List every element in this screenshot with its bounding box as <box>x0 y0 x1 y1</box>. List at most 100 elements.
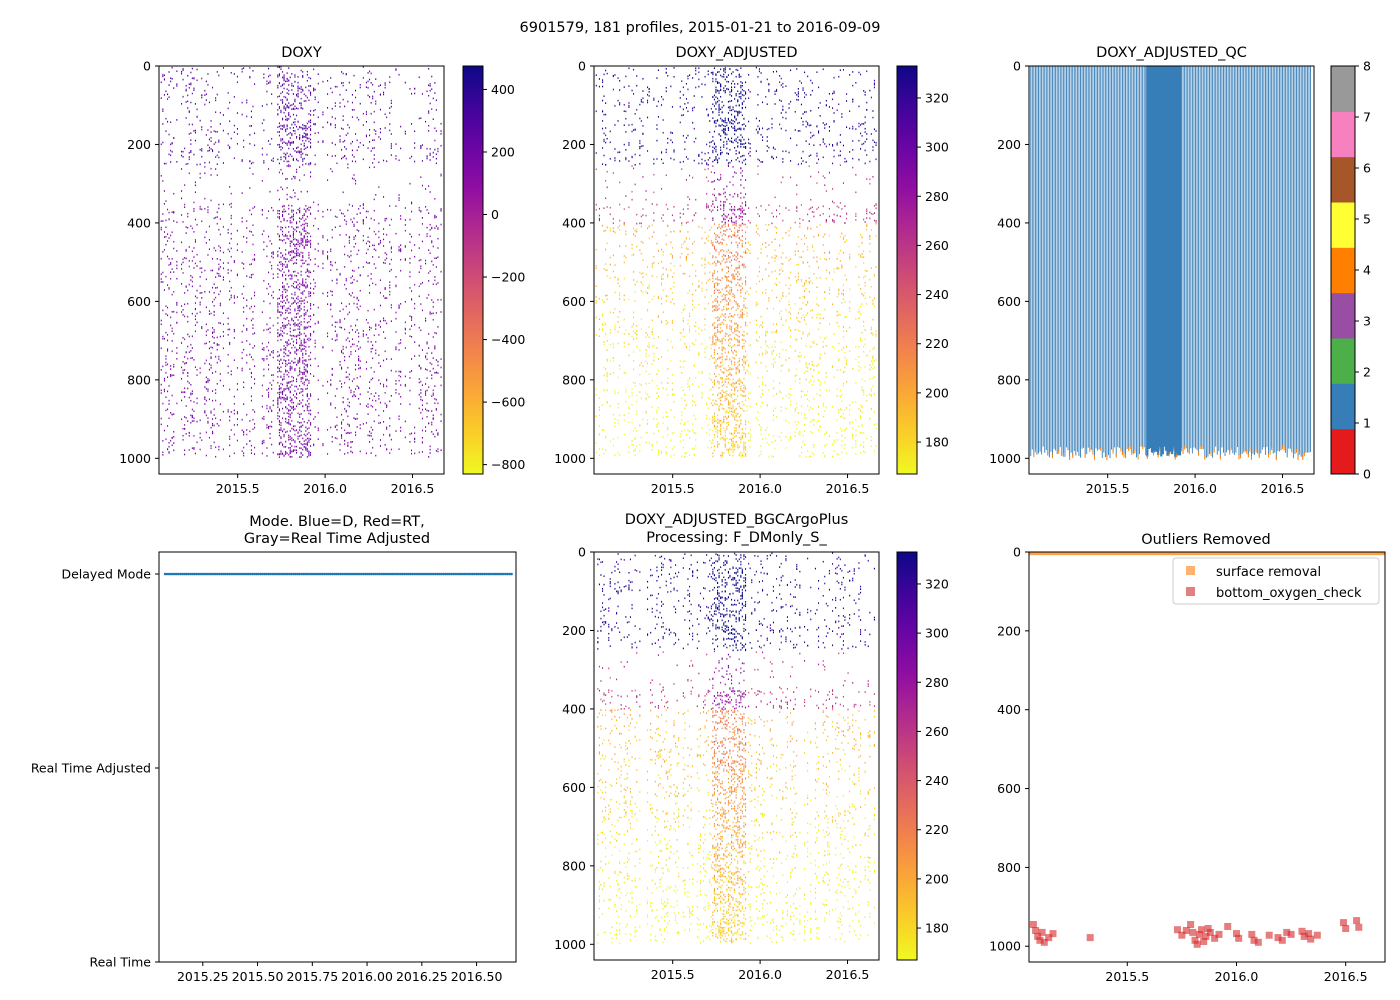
heatmap-cell <box>707 164 709 166</box>
heatmap-cell <box>365 134 367 137</box>
heatmap-cell <box>268 410 270 413</box>
heatmap-cell <box>617 419 619 422</box>
heatmap-cell <box>362 235 364 237</box>
heatmap-cell <box>205 323 207 326</box>
heatmap-cell <box>285 260 287 263</box>
heatmap-cell <box>277 453 279 456</box>
heatmap-cell <box>289 137 291 139</box>
heatmap-cell <box>418 206 420 209</box>
heatmap-cell <box>689 345 691 348</box>
heatmap-cell <box>355 242 357 245</box>
heatmap-cell <box>263 439 265 442</box>
heatmap-cell <box>689 238 691 240</box>
heatmap-cell <box>314 339 316 342</box>
heatmap-cell <box>687 88 689 91</box>
heatmap-cell <box>215 141 217 144</box>
heatmap-cell <box>344 328 346 331</box>
heatmap-cell <box>285 266 287 268</box>
heatmap-cell <box>162 454 164 456</box>
heatmap-cell <box>390 268 392 271</box>
heatmap-cell <box>681 80 683 82</box>
heatmap-cell <box>300 234 302 236</box>
heatmap-cell <box>426 341 428 344</box>
heatmap-cell <box>215 392 217 394</box>
heatmap-cell <box>631 394 633 397</box>
heatmap-cell <box>602 147 604 149</box>
heatmap-cell <box>188 449 190 451</box>
heatmap-cell <box>210 426 212 429</box>
heatmap-cell <box>327 208 329 211</box>
heatmap-cell <box>213 283 215 285</box>
heatmap-cell <box>286 88 288 90</box>
heatmap-cell <box>212 331 214 334</box>
heatmap-cell <box>213 143 215 145</box>
heatmap-cell <box>310 287 312 289</box>
heatmap-cell <box>291 297 293 299</box>
heatmap-cell <box>296 158 298 161</box>
heatmap-cell <box>414 255 416 258</box>
heatmap-cell <box>272 160 274 162</box>
heatmap-cell <box>196 115 198 118</box>
heatmap-cell <box>252 327 254 329</box>
heatmap-cell <box>246 299 248 301</box>
heatmap-cell <box>283 155 285 158</box>
heatmap-cell <box>365 333 367 336</box>
heatmap-cell <box>710 210 712 213</box>
heatmap-cell <box>297 87 299 90</box>
heatmap-cell <box>689 430 691 433</box>
heatmap-cell <box>355 364 357 366</box>
heatmap-cell <box>662 387 664 390</box>
heatmap-cell <box>185 417 187 419</box>
heatmap-cell <box>229 280 231 283</box>
heatmap-cell <box>163 249 165 251</box>
heatmap-cell <box>233 297 235 299</box>
heatmap-cell <box>418 407 420 410</box>
heatmap-cell <box>606 375 608 378</box>
heatmap-cell <box>208 398 210 401</box>
heatmap-cell <box>432 156 434 158</box>
heatmap-cell <box>308 251 310 254</box>
heatmap-cell <box>165 200 167 202</box>
heatmap-cell <box>375 133 377 135</box>
heatmap-cell <box>216 222 218 225</box>
heatmap-cell <box>160 281 162 283</box>
heatmap-cell <box>241 217 243 219</box>
heatmap-cell <box>160 323 162 326</box>
heatmap-cell <box>330 261 332 263</box>
heatmap-cell <box>698 351 700 354</box>
heatmap-cell <box>662 289 664 291</box>
heatmap-cell <box>291 274 293 276</box>
heatmap-cell <box>294 280 296 283</box>
heatmap-cell <box>628 142 630 144</box>
heatmap-cell <box>282 306 284 309</box>
heatmap-cell <box>191 347 193 349</box>
heatmap-cell <box>299 357 301 359</box>
heatmap-cell <box>176 83 178 85</box>
heatmap-cell <box>310 351 312 354</box>
heatmap-cell <box>303 285 305 287</box>
heatmap-cell <box>383 410 385 412</box>
heatmap-cell <box>428 333 430 335</box>
heatmap-cell <box>280 85 282 88</box>
heatmap-cell <box>331 294 333 296</box>
heatmap-cell <box>286 422 288 424</box>
heatmap-cell <box>336 321 338 324</box>
heatmap-cell <box>386 358 388 360</box>
heatmap-cell <box>389 435 391 437</box>
heatmap-cell <box>420 392 422 394</box>
heatmap-cell <box>372 162 374 164</box>
heatmap-cell <box>285 347 287 349</box>
heatmap-cell <box>188 123 190 126</box>
heatmap-cell <box>227 269 229 271</box>
heatmap-cell <box>712 165 714 167</box>
heatmap-cell <box>291 73 293 75</box>
heatmap-cell <box>170 373 172 376</box>
heatmap-cell <box>634 229 636 232</box>
heatmap-cell <box>303 247 305 249</box>
heatmap-cell <box>642 283 644 286</box>
heatmap-cell <box>682 114 684 116</box>
heatmap-cell <box>218 228 220 231</box>
heatmap-cell <box>434 331 436 334</box>
heatmap-cell <box>679 97 681 99</box>
colorbar-tick-label: −400 <box>491 332 525 347</box>
